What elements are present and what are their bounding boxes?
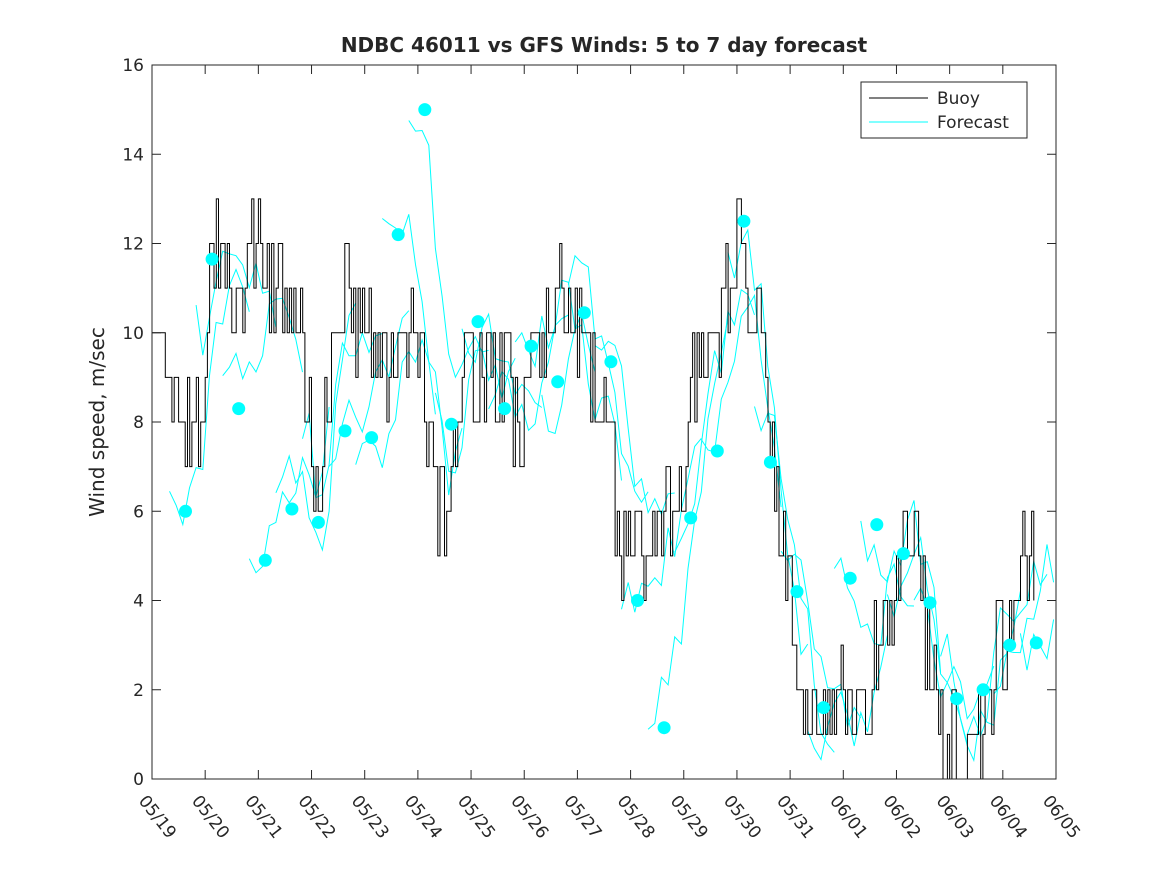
forecast-marker [710,444,724,458]
forecast-trace [328,310,410,467]
buoy-line [152,198,1035,779]
y-tick-label: 4 [133,592,144,612]
forecast-marker [205,252,219,266]
forecast-marker [950,692,964,706]
forecast-marker [923,596,937,610]
forecast-marker [896,547,910,561]
forecast-marker [311,515,325,529]
forecast-marker [285,502,299,516]
forecast-marker [444,417,458,431]
forecast-marker [179,504,192,518]
y-axis: 0 2 4 6 8 10 12 14 16 [122,56,1056,790]
forecast-marker [631,594,644,607]
y-tick-label: 10 [122,324,144,344]
y-tick-label: 8 [133,413,144,433]
forecast-marker [338,424,352,438]
y-tick-label: 14 [122,145,144,165]
chart-title: NDBC 46011 vs GFS Winds: 5 to 7 day fore… [341,33,868,57]
forecast-trace [275,302,357,552]
forecast-marker [524,339,538,353]
forecast-marker [817,701,831,715]
y-tick-label: 2 [133,681,144,701]
forecast-marker [232,402,246,416]
forecast-marker [471,315,485,329]
legend: Buoy Forecast [860,81,1028,139]
legend-label-buoy: Buoy [937,89,980,109]
y-tick-label: 12 [122,235,144,255]
forecast-marker [604,355,618,369]
legend-label-forecast: Forecast [937,113,1009,133]
forecast-marker [684,511,698,525]
forecast-marker [763,455,777,469]
forecast-markers [179,103,1043,735]
y-tick-label: 0 [133,770,144,790]
forecast-marker [258,553,272,567]
forecast-trace [169,268,250,527]
forecast-trace [993,544,1055,695]
forecast-marker [790,585,804,599]
forecast-marker [1003,638,1017,652]
forecast-marker [737,214,751,228]
forecast-trace [408,120,489,379]
buoy-series [152,198,1035,779]
forecast-marker [365,431,379,445]
forecast-marker [976,683,990,697]
forecast-marker [551,375,565,389]
y-axis-label: Wind speed, m/sec [85,327,109,517]
forecast-marker [577,306,591,320]
forecast-marker [498,402,512,416]
forecast-marker [1029,636,1043,650]
forecast-trace [381,214,463,496]
forecast-trace [647,318,729,730]
forecast-marker [870,518,884,532]
legend-box [860,81,1028,139]
forecast-trace [674,288,755,553]
forecast-trace [621,438,702,613]
y-tick-label: 16 [122,56,144,76]
forecast-marker [418,103,432,117]
forecast-marker [391,228,405,242]
forecast-marker [657,721,671,735]
y-tick-label: 6 [133,502,144,522]
forecast-marker [843,571,857,585]
